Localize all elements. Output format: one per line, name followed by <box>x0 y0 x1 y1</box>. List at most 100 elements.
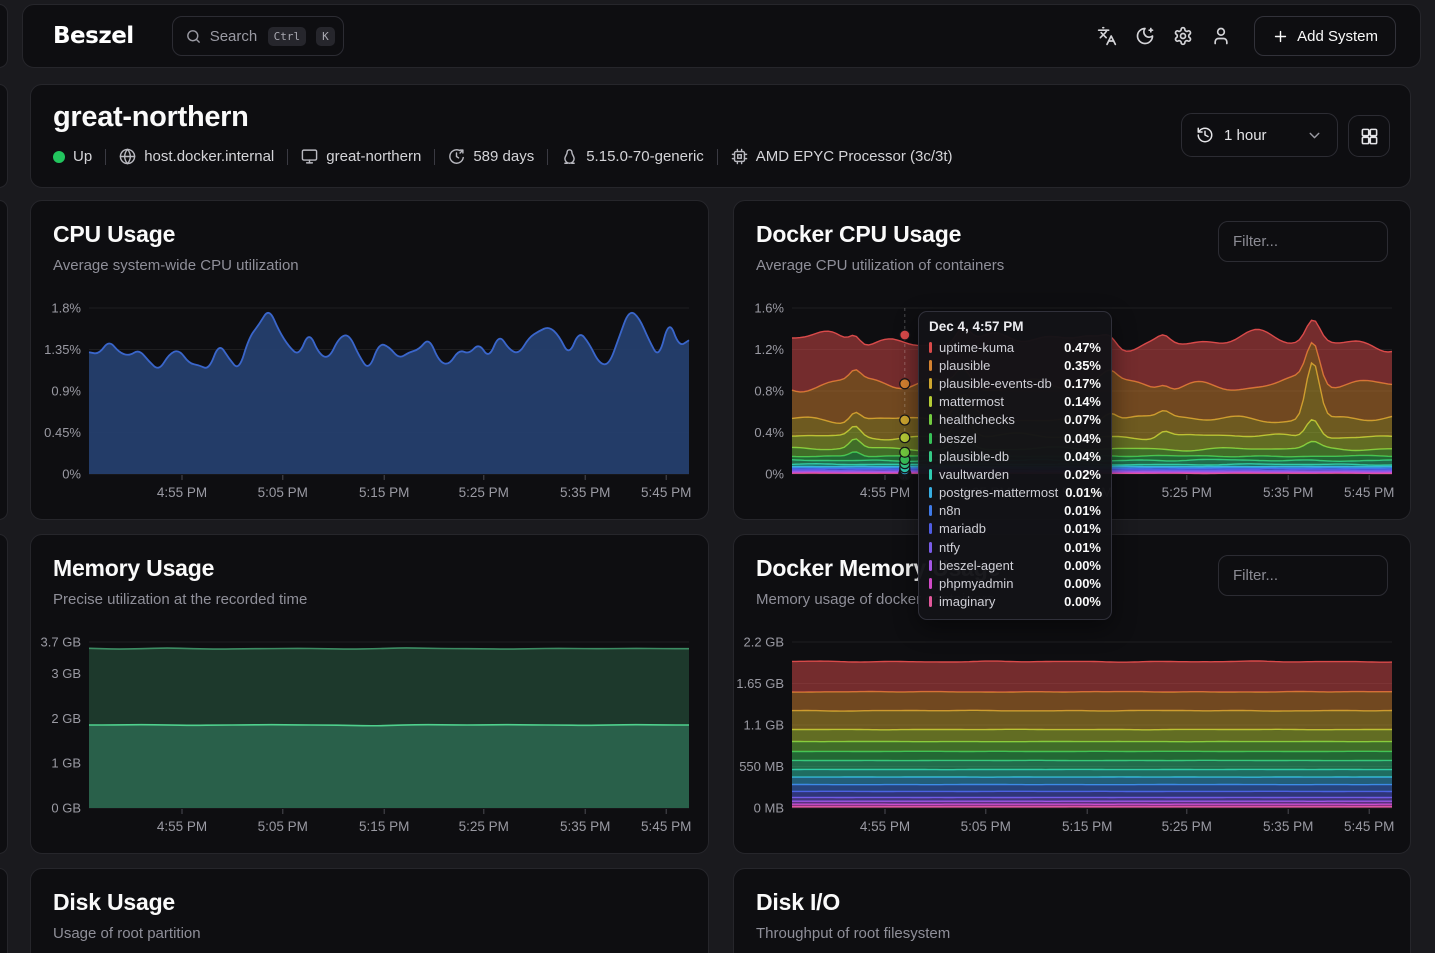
system-title: great-northern <box>53 101 249 133</box>
offscreen-card-edge <box>0 534 8 854</box>
settings-button[interactable] <box>1164 17 1202 55</box>
series-name: plausible-events-db <box>939 375 1052 391</box>
tooltip-timestamp: Dec 4, 4:57 PM <box>929 319 1024 334</box>
tooltip-row: uptime-kuma 0.47% <box>929 338 1101 356</box>
card-title: Disk Usage <box>53 889 176 915</box>
offscreen-card-edge <box>0 200 8 520</box>
layout-grid-icon <box>1360 127 1379 146</box>
series-color-marker <box>929 341 932 353</box>
series-color-marker <box>929 523 932 535</box>
svg-text:5:35 PM: 5:35 PM <box>1263 485 1313 500</box>
globe-icon <box>119 148 136 165</box>
series-value: 0.47% <box>1064 339 1101 355</box>
svg-text:0.45%: 0.45% <box>44 425 81 440</box>
svg-text:5:05 PM: 5:05 PM <box>961 819 1011 834</box>
series-name: phpmyadmin <box>939 576 1014 592</box>
tooltip-row: mattermost 0.14% <box>929 393 1101 411</box>
series-name: healthchecks <box>939 412 1015 428</box>
svg-text:5:15 PM: 5:15 PM <box>359 819 409 834</box>
offscreen-card-edge <box>0 84 8 188</box>
theme-toggle-button[interactable] <box>1126 17 1164 55</box>
hostname-label: great-northern <box>326 148 422 165</box>
series-color-marker <box>929 414 932 426</box>
tooltip-row: healthchecks 0.07% <box>929 411 1101 429</box>
series-value: 0.01% <box>1064 539 1101 555</box>
app-logo[interactable]: Beszel <box>53 23 134 49</box>
series-color-marker <box>929 559 932 571</box>
time-range-select[interactable]: 1 hour <box>1181 113 1338 157</box>
monitor-icon <box>301 148 318 165</box>
series-value: 0.01% <box>1064 521 1101 537</box>
layout-grid-button[interactable] <box>1348 115 1390 157</box>
card-subtitle: Precise utilization at the recorded time <box>53 591 308 608</box>
search-input[interactable]: Search Ctrl K <box>171 16 344 56</box>
series-color-marker <box>929 396 932 408</box>
svg-text:0%: 0% <box>62 467 81 482</box>
svg-text:5:05 PM: 5:05 PM <box>258 485 308 500</box>
system-host: host.docker.internal <box>119 148 274 165</box>
clock-arrow-up-icon <box>448 148 465 165</box>
series-name: plausible <box>939 357 991 373</box>
series-value: 0.35% <box>1064 357 1101 373</box>
svg-text:5:15 PM: 5:15 PM <box>359 485 409 500</box>
docker-cpu-filter-input[interactable] <box>1218 221 1388 262</box>
card-subtitle: Usage of root partition <box>53 925 201 942</box>
docker-memory-filter-input[interactable] <box>1218 555 1388 596</box>
svg-text:1 GB: 1 GB <box>51 756 81 771</box>
series-name: n8n <box>939 503 961 519</box>
svg-text:1.35%: 1.35% <box>44 342 81 357</box>
series-color-marker <box>929 505 932 517</box>
moon-star-icon <box>1135 26 1155 46</box>
user-icon <box>1211 26 1231 46</box>
chevron-down-icon <box>1306 127 1323 144</box>
series-name: mattermost <box>939 394 1005 410</box>
svg-text:4:55 PM: 4:55 PM <box>860 485 910 500</box>
svg-text:5:45 PM: 5:45 PM <box>641 819 691 834</box>
cpu-model-label: AMD EPYC Processor (3c/3t) <box>755 148 953 165</box>
series-value: 0.00% <box>1064 576 1101 592</box>
series-name: beszel <box>939 430 977 446</box>
svg-text:5:45 PM: 5:45 PM <box>1344 819 1394 834</box>
series-color-marker <box>929 377 932 389</box>
svg-text:5:25 PM: 5:25 PM <box>1162 819 1212 834</box>
svg-text:1.2%: 1.2% <box>754 342 784 357</box>
tooltip-row: plausible-db 0.04% <box>929 447 1101 465</box>
svg-text:5:35 PM: 5:35 PM <box>560 485 610 500</box>
svg-text:1.1 GB: 1.1 GB <box>744 718 784 733</box>
tooltip-row: vaultwarden 0.02% <box>929 465 1101 483</box>
svg-text:0.4%: 0.4% <box>754 425 784 440</box>
top-navbar: Beszel Search Ctrl K Add System <box>22 4 1421 68</box>
add-system-button[interactable]: Add System <box>1254 16 1396 56</box>
system-hostname: great-northern <box>301 148 421 165</box>
svg-text:5:45 PM: 5:45 PM <box>641 485 691 500</box>
cpu-usage-card: CPU Usage Average system-wide CPU utiliz… <box>30 200 709 520</box>
series-value: 0.01% <box>1064 503 1101 519</box>
series-color-marker <box>929 596 932 608</box>
plus-icon <box>1272 28 1289 45</box>
series-color-marker <box>929 468 932 480</box>
svg-text:1.65 GB: 1.65 GB <box>736 676 784 691</box>
tooltip-row: postgres-mattermost 0.01% <box>929 484 1102 502</box>
series-name: uptime-kuma <box>939 339 1015 355</box>
series-name: ntfy <box>939 539 960 555</box>
disk-usage-card: Disk Usage Usage of root partition <box>30 868 709 953</box>
svg-text:3.7 GB: 3.7 GB <box>41 635 81 650</box>
tooltip-row: phpmyadmin 0.00% <box>929 574 1101 592</box>
user-menu-button[interactable] <box>1202 17 1240 55</box>
kbd-ctrl: Ctrl <box>267 26 307 46</box>
card-title: CPU Usage <box>53 221 176 247</box>
language-button[interactable] <box>1088 17 1126 55</box>
series-color-marker <box>929 432 932 444</box>
svg-text:0%: 0% <box>765 467 784 482</box>
svg-text:0 MB: 0 MB <box>754 801 784 816</box>
svg-text:0.9%: 0.9% <box>51 384 81 399</box>
svg-text:0 GB: 0 GB <box>51 801 81 816</box>
series-name: mariadb <box>939 521 986 537</box>
status-dot <box>53 150 65 163</box>
svg-text:4:55 PM: 4:55 PM <box>157 819 207 834</box>
search-icon <box>185 28 202 45</box>
svg-text:5:05 PM: 5:05 PM <box>258 819 308 834</box>
svg-text:5:45 PM: 5:45 PM <box>1344 485 1394 500</box>
series-name: vaultwarden <box>939 466 1010 482</box>
series-value: 0.07% <box>1064 412 1101 428</box>
